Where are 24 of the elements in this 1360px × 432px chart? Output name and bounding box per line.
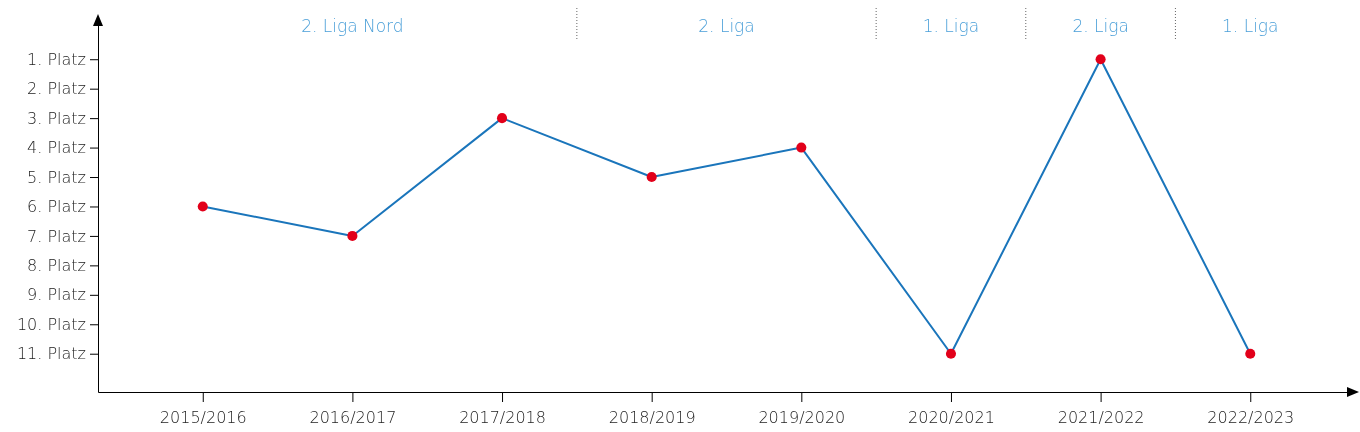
x-tick-label: 2016/2017 <box>309 407 397 427</box>
x-tick-label: 2021/2022 <box>1057 407 1145 427</box>
y-tick-label: 4. Platz <box>27 138 86 158</box>
y-tick-label: 2. Platz <box>27 79 86 99</box>
y-tick-label: 3. Platz <box>27 108 86 128</box>
y-tick-label: 9. Platz <box>27 285 86 305</box>
x-tick-label: 2018/2019 <box>608 407 696 427</box>
y-tick-label: 8. Platz <box>27 255 86 275</box>
x-tick-label: 2015/2016 <box>159 407 247 427</box>
y-tick-label: 6. Platz <box>27 197 86 217</box>
y-tick-label: 10. Platz <box>16 314 86 334</box>
annotation: 2. Liga <box>1072 16 1129 36</box>
y-tick-label: 5. Platz <box>27 167 86 187</box>
x-tick-label: 2022/2023 <box>1207 407 1295 427</box>
x-tick-label: 2017/2018 <box>459 407 546 427</box>
y-tick-label: 1. Platz <box>27 49 86 69</box>
annotation: 2. Liga <box>698 16 755 36</box>
y-tick-label: 7. Platz <box>27 226 86 246</box>
annotation: 2. Liga Nord <box>301 16 404 36</box>
annotation: 1. Liga <box>922 16 980 36</box>
y-tick-label: 11. Platz <box>16 344 86 364</box>
x-tick-label: 2020/2021 <box>908 407 995 427</box>
annotation: 1. Liga <box>1222 16 1279 36</box>
x-tick-label: 2019/2020 <box>758 407 846 427</box>
